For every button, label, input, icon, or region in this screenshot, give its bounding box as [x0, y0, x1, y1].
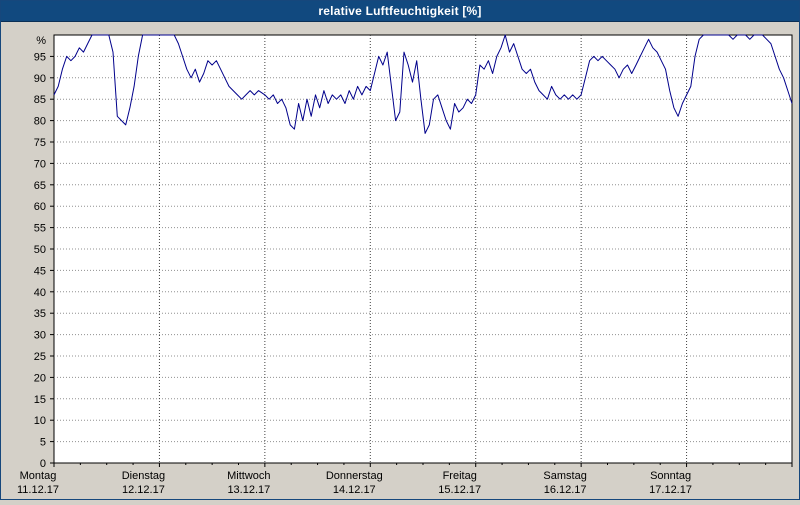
y-tick-label: 30	[34, 330, 46, 342]
title-bar: relative Luftfeuchtigkeit [%]	[1, 1, 799, 22]
y-tick-label: 0	[40, 458, 46, 470]
date-label: 11.12.17	[17, 484, 59, 496]
y-tick-label: 65	[34, 180, 46, 192]
y-tick-label: 90	[34, 73, 46, 85]
date-label: 16.12.17	[544, 484, 587, 496]
date-label: 12.12.17	[122, 484, 165, 496]
date-label: 13.12.17	[227, 484, 270, 496]
y-tick-label: 20	[34, 372, 46, 384]
day-label: Dienstag	[122, 470, 165, 482]
y-tick-label: 25	[34, 351, 46, 363]
y-tick-label: 80	[34, 116, 46, 128]
y-tick-label: 50	[34, 244, 46, 256]
humidity-line-chart: 0 5 10 15 20 25 30 35 40 45 50 55 60 65 70 75 80 85 90 95% M…	[17, 34, 793, 496]
chart-area: 0 5 10 15 20 25 30 35 40 45 50 55 60 65 70 75 80 85 90 95% M…	[1, 22, 799, 499]
date-label: 14.12.17	[333, 484, 376, 496]
y-tick-label: 75	[34, 137, 46, 149]
y-tick-label: 5	[40, 437, 46, 449]
y-tick-label: 85	[34, 94, 46, 106]
day-label: Samstag	[543, 470, 586, 482]
day-label: Freitag	[443, 470, 477, 482]
y-tick-label: 40	[34, 287, 46, 299]
day-label: Mittwoch	[227, 470, 270, 482]
day-label: Sonntag	[650, 470, 691, 482]
y-tick-label: 55	[34, 223, 46, 235]
y-tick-label: 10	[34, 415, 46, 427]
chart-title: relative Luftfeuchtigkeit [%]	[318, 4, 482, 18]
y-tick-label: 45	[34, 265, 46, 277]
day-label: Donnerstag	[326, 470, 383, 482]
y-tick-label: 15	[34, 394, 46, 406]
y-tick-label: 35	[34, 308, 46, 320]
y-tick-label: 70	[34, 158, 46, 170]
humidity-line	[53, 34, 793, 134]
y-axis-unit-label: %	[36, 35, 46, 47]
date-label: 17.12.17	[649, 484, 692, 496]
day-label: Montag	[20, 470, 57, 482]
date-label: 15.12.17	[438, 484, 481, 496]
y-tick-label: 95	[34, 51, 46, 63]
y-tick-label: 60	[34, 201, 46, 213]
